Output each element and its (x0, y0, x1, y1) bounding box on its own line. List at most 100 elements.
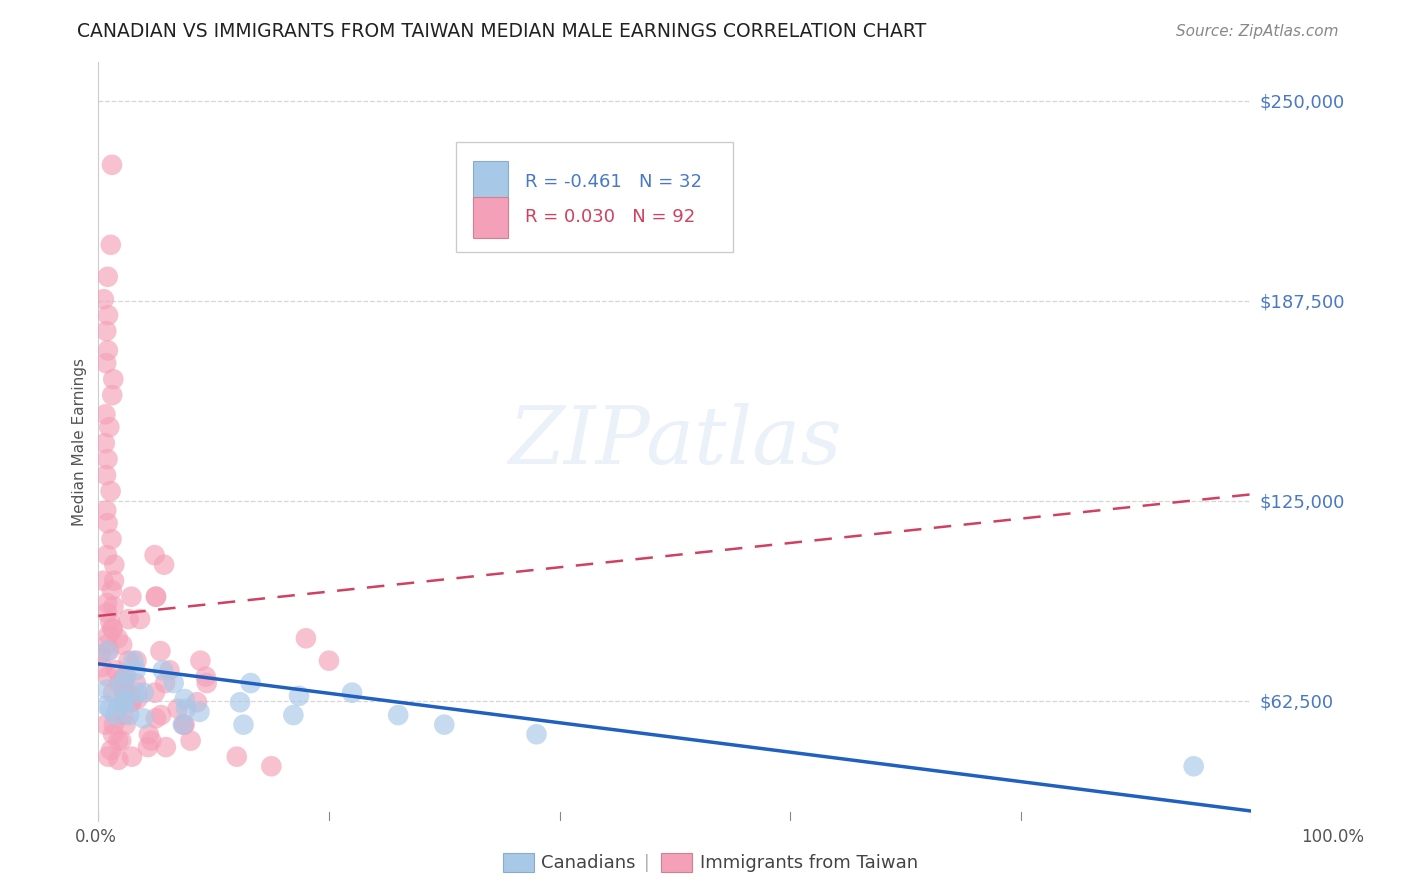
Point (340, 686, 363, 700)
Point (93, 574, 115, 588)
Point (526, 727, 548, 741)
Point (94, 408, 117, 422)
Point (122, 654, 145, 668)
Point (172, 717, 194, 731)
Point (103, 717, 125, 731)
Point (103, 574, 125, 588)
Point (260, 759, 283, 773)
Point (232, 717, 254, 731)
Point (97, 269, 120, 284)
Point (174, 701, 197, 715)
Point (318, 654, 340, 668)
Point (1182, 759, 1205, 773)
Point (103, 558, 125, 572)
Point (96, 503, 118, 517)
Point (114, 717, 136, 731)
FancyBboxPatch shape (472, 161, 508, 202)
Point (145, 711, 167, 725)
Point (153, 676, 176, 690)
Point (96, 548, 118, 562)
Point (117, 654, 139, 668)
Point (91, 660, 114, 674)
Point (103, 372, 125, 386)
Point (97, 670, 120, 684)
Point (141, 733, 163, 747)
Point (96, 324, 118, 338)
Point (195, 676, 218, 690)
Point (125, 654, 148, 668)
Point (107, 733, 129, 747)
FancyBboxPatch shape (472, 196, 508, 238)
Point (112, 686, 135, 700)
Point (112, 692, 135, 706)
Text: Source: ZipAtlas.com: Source: ZipAtlas.com (1175, 24, 1339, 38)
Point (120, 590, 142, 604)
Text: 100.0%: 100.0% (1302, 828, 1364, 846)
Point (97, 628, 120, 642)
Point (143, 548, 166, 562)
Point (100, 484, 122, 499)
Point (101, 583, 124, 598)
Y-axis label: Median Male Earnings: Median Male Earnings (72, 358, 87, 525)
Point (118, 708, 141, 723)
Point (124, 663, 146, 677)
Point (97, 308, 120, 322)
Point (239, 676, 262, 690)
Point (121, 749, 143, 764)
Point (115, 686, 138, 700)
Text: Immigrants from Taiwan: Immigrants from Taiwan (700, 854, 918, 871)
Point (101, 686, 124, 700)
Point (173, 717, 195, 731)
Text: 0.0%: 0.0% (75, 828, 117, 846)
Point (115, 670, 138, 684)
Point (194, 670, 217, 684)
Point (96, 606, 118, 620)
Point (125, 676, 148, 690)
Point (96, 638, 118, 652)
Point (107, 701, 129, 715)
Point (143, 686, 166, 700)
Point (100, 743, 122, 757)
Point (114, 670, 136, 684)
Point (149, 644, 172, 658)
Point (132, 711, 155, 725)
Point (90, 648, 112, 662)
Point (100, 237, 122, 252)
Point (96, 682, 118, 697)
Point (295, 632, 318, 646)
Point (111, 676, 134, 690)
Point (98, 701, 121, 715)
Point (288, 689, 311, 703)
Text: R = 0.030   N = 92: R = 0.030 N = 92 (524, 209, 695, 227)
Point (96, 698, 118, 713)
Point (108, 676, 131, 690)
Point (107, 632, 129, 646)
Point (190, 654, 212, 668)
Point (97, 749, 120, 764)
Point (229, 695, 252, 709)
Point (101, 622, 124, 636)
Point (186, 695, 208, 709)
Point (155, 740, 177, 755)
Point (112, 695, 135, 709)
Point (98, 615, 121, 630)
Point (112, 708, 135, 723)
Point (96, 356, 118, 370)
Point (94, 717, 117, 731)
Point (120, 695, 142, 709)
Text: Canadians: Canadians (541, 854, 636, 871)
Point (97, 343, 120, 358)
Point (97, 516, 120, 530)
Text: CANADIAN VS IMMIGRANTS FROM TAIWAN MEDIAN MALE EARNINGS CORRELATION CHART: CANADIAN VS IMMIGRANTS FROM TAIWAN MEDIA… (77, 21, 927, 41)
Point (166, 701, 188, 715)
Point (180, 733, 202, 747)
Point (111, 638, 134, 652)
Text: R = -0.461   N = 32: R = -0.461 N = 32 (524, 173, 702, 191)
Point (152, 663, 174, 677)
Point (283, 708, 305, 723)
Text: ZIPatlas: ZIPatlas (508, 403, 842, 480)
Point (101, 727, 124, 741)
Point (101, 158, 124, 172)
Point (104, 708, 127, 723)
Point (115, 670, 138, 684)
